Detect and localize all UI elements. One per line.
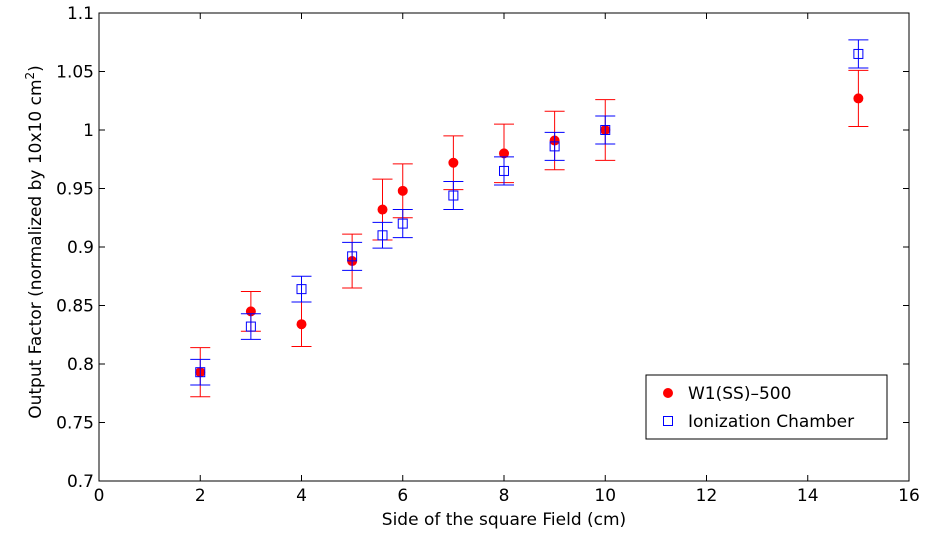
data-point bbox=[245, 321, 256, 332]
y-tick-label: 0.9 bbox=[67, 238, 94, 258]
data-point bbox=[499, 165, 509, 176]
data-point bbox=[549, 141, 560, 152]
data-point bbox=[347, 251, 358, 262]
x-tick-label: 14 bbox=[797, 486, 819, 506]
x-tick-label: 6 bbox=[397, 486, 408, 506]
data-point bbox=[377, 230, 388, 241]
x-axis-label: Side of the square Field (cm) bbox=[382, 510, 626, 529]
x-tick-label: 8 bbox=[499, 486, 510, 506]
y-axis-label-close: ) bbox=[26, 65, 46, 72]
data-point bbox=[397, 218, 408, 229]
y-tick-label: 0.7 bbox=[67, 472, 94, 492]
legend-marker bbox=[663, 416, 673, 426]
data-point bbox=[296, 319, 307, 330]
series-1 bbox=[190, 39, 869, 386]
y-tick-label: 1 bbox=[83, 121, 94, 141]
y-tick-label: 0.8 bbox=[67, 355, 94, 375]
data-point bbox=[397, 185, 408, 196]
x-tick-label: 2 bbox=[195, 486, 206, 506]
y-tick-label: 0.75 bbox=[56, 414, 94, 434]
y-axis-label-main: Output Factor (normalized by 10x10 cm bbox=[26, 79, 46, 418]
data-point bbox=[600, 125, 611, 135]
data-point bbox=[377, 204, 388, 215]
axes: 0 2 4 6 8 10 12 14 16 0.7 0.75 0.8 0.85 0.9 0.95 1 1.05 1… bbox=[23, 4, 920, 530]
plot-area bbox=[190, 39, 869, 398]
y-axis-label-superscript: 2 bbox=[23, 72, 37, 80]
data-point bbox=[853, 93, 864, 104]
x-tick-label: 12 bbox=[696, 486, 718, 506]
legend-marker bbox=[663, 388, 673, 398]
x-tick-label: 4 bbox=[296, 486, 307, 506]
x-tick-label: 10 bbox=[594, 486, 616, 506]
y-tick-label: 1.05 bbox=[56, 63, 94, 83]
data-point bbox=[853, 48, 864, 59]
y-tick-label: 1.1 bbox=[67, 4, 94, 24]
legend-label: W1(SS)–500 bbox=[688, 384, 791, 404]
x-tick-label: 16 bbox=[898, 486, 920, 506]
y-tick-label: 0.95 bbox=[56, 180, 94, 200]
data-point bbox=[296, 284, 307, 295]
legend-box bbox=[645, 374, 888, 440]
data-point bbox=[195, 367, 206, 378]
data-point bbox=[448, 190, 459, 201]
legend-label: Ionization Chamber bbox=[688, 412, 854, 432]
y-tick-label: 0.85 bbox=[56, 297, 94, 317]
y-axis-label: Output Factor (normalized by 10x10 cm2) bbox=[23, 65, 46, 419]
data-point bbox=[448, 157, 459, 168]
x-tick-label: 0 bbox=[94, 486, 105, 506]
legend: W1(SS)–500 Ionization Chamber bbox=[645, 374, 888, 440]
